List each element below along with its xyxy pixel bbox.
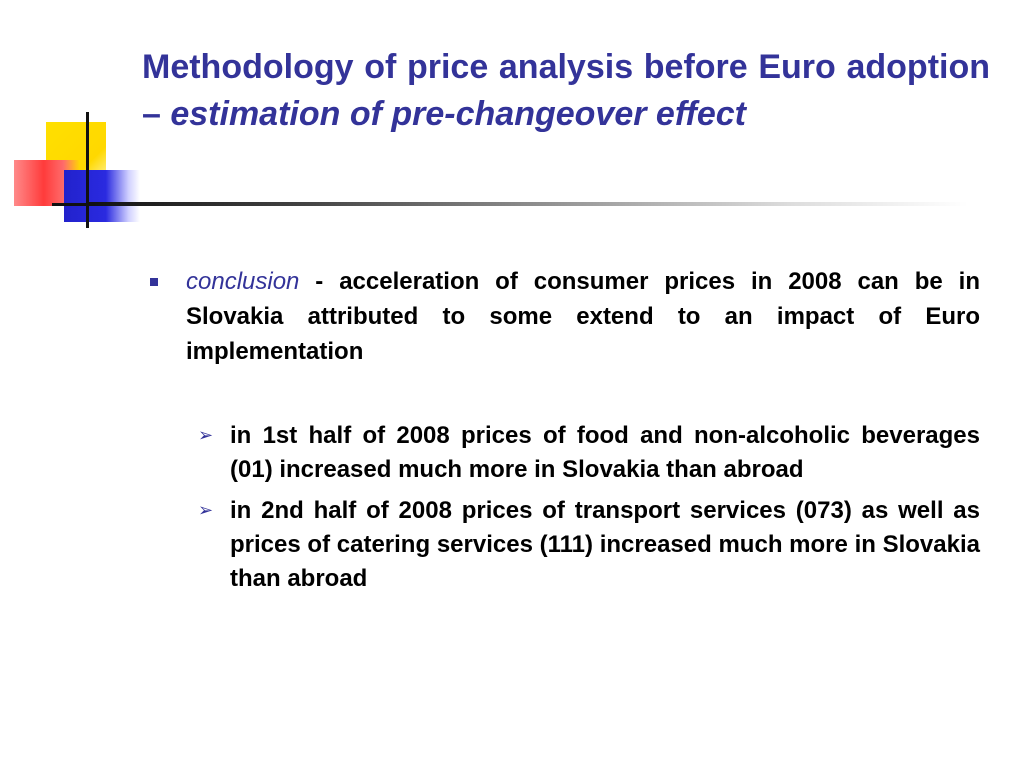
sub-bullet-text: in 2nd half of 2008 prices of transport … [230,497,980,592]
vertical-line-decoration [86,112,89,228]
title-underline [88,202,968,206]
square-bullet-icon [150,278,158,286]
main-bullet-text: - acceleration of consumer prices in 200… [186,268,980,365]
sub-bullet-item: ➢ in 1st half of 2008 prices of food and… [148,419,980,487]
conclusion-label: conclusion [186,268,300,295]
sub-bullet-list: ➢ in 1st half of 2008 prices of food and… [148,419,980,596]
arrow-bullet-icon: ➢ [198,500,214,521]
slide-title-italic: estimation of pre-changeover effect [170,95,746,133]
slide-content: conclusion - acceleration of consumer pr… [148,264,980,603]
blue-square-decoration [64,170,140,222]
slide-title-main: Methodology of price analysis before Eur… [142,48,990,133]
sub-bullet-text: in 1st half of 2008 prices of food and n… [230,422,980,483]
sub-bullet-item: ➢ in 2nd half of 2008 prices of transpor… [148,494,980,596]
arrow-bullet-icon: ➢ [198,425,214,446]
main-bullet: conclusion - acceleration of consumer pr… [148,264,980,369]
slide-title: Methodology of price analysis before Eur… [142,44,990,138]
decorative-squares [0,0,142,240]
